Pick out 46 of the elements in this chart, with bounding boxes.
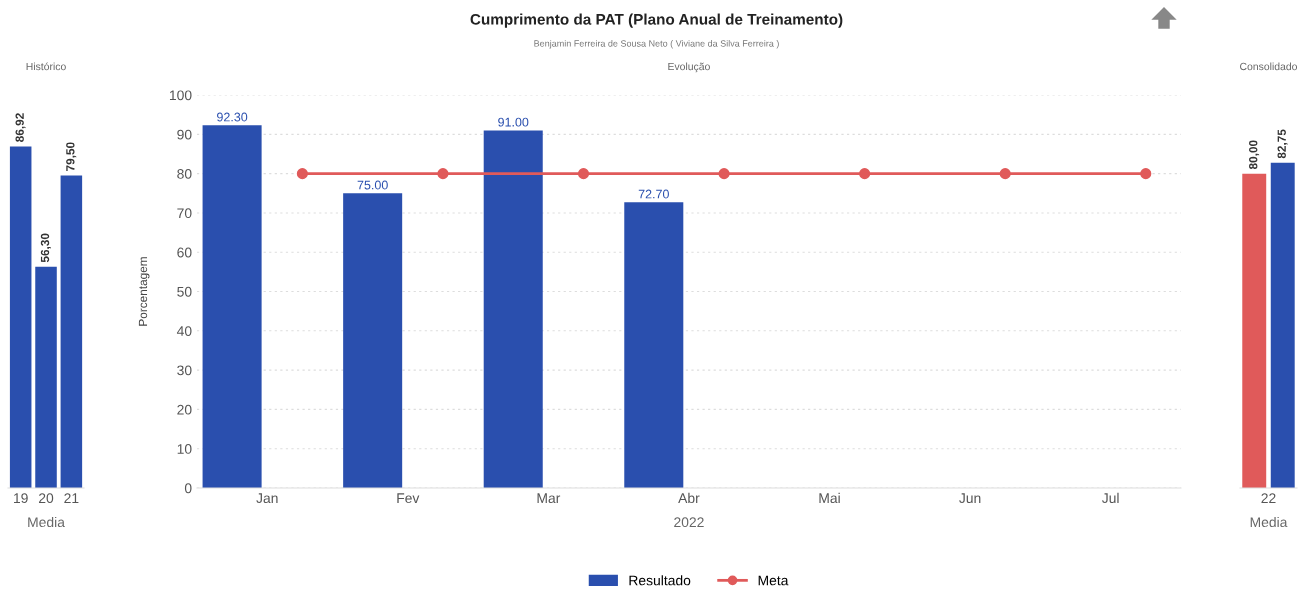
bar — [343, 193, 403, 488]
bar — [202, 125, 262, 488]
text: Cumprimento da PAT (Plano Anual de Treinamento) — [470, 13, 843, 28]
x-axis-title: Media — [1250, 516, 1288, 528]
y-tick-label: 10 — [177, 444, 192, 454]
y-tick-label: 30 — [177, 365, 192, 376]
data-label: 82,75 — [1277, 129, 1288, 159]
data-label: 79,50 — [66, 142, 77, 171]
y-tick-label: 40 — [176, 326, 192, 336]
y-tick-label: 100 — [169, 90, 192, 101]
x-tick-label: Fev — [397, 493, 420, 504]
y-tick-label: 70 — [177, 208, 192, 219]
x-tick-label: Jul — [1101, 492, 1119, 504]
legend-label: Meta — [758, 575, 789, 586]
x-tick-label: 22 — [1261, 493, 1276, 503]
chart-title: Consolidado — [1240, 62, 1298, 71]
x-tick-label: Mai — [819, 492, 840, 504]
bar — [483, 130, 543, 488]
chart-title: Evolução — [668, 62, 710, 73]
legend-label: Resultado — [629, 575, 691, 586]
x-axis-title: 2022 — [674, 517, 704, 528]
data-label: 75.00 — [357, 180, 388, 190]
data-label: 86,92 — [15, 113, 26, 142]
data-label: 92.30 — [217, 112, 248, 122]
x-tick-label: Jun — [959, 493, 981, 504]
data-label: 72.70 — [638, 189, 669, 199]
y-tick-label: 20 — [177, 404, 192, 415]
x-tick-label: Jan — [256, 493, 278, 504]
x-tick-label: 21 — [64, 493, 79, 503]
x-tick-label: Mar — [537, 493, 561, 504]
y-tick-label: 0 — [184, 483, 192, 494]
y-tick-label: 80 — [177, 168, 192, 179]
x-tick-label: Abr — [678, 492, 700, 504]
y-tick-label: 90 — [177, 129, 192, 140]
y-tick-label: 50 — [177, 286, 192, 297]
x-axis-title: Media — [28, 516, 65, 528]
chart-title: Histórico — [26, 62, 66, 71]
bar — [624, 202, 684, 488]
y-tick-label: 60 — [177, 247, 192, 258]
data-label: 80,00 — [1249, 140, 1260, 170]
x-tick-label: 19 — [14, 493, 28, 504]
data-label: 56,30 — [40, 233, 51, 263]
y-axis-title: Porcentagem — [138, 257, 150, 326]
data-label: 91.00 — [498, 117, 529, 127]
text: Benjamin Ferreira de Sousa Neto ( Viviane da Silva Ferreira ) — [534, 40, 779, 49]
x-tick-label: 20 — [39, 493, 54, 504]
